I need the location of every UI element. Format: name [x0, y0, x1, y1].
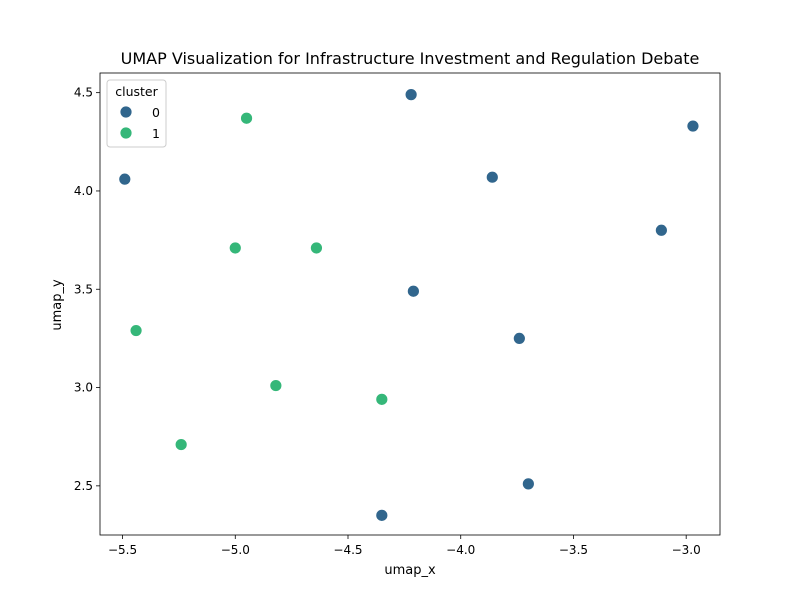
data-point-cluster-0: [512, 332, 526, 345]
legend-title: cluster: [115, 84, 158, 99]
data-point-cluster-1: [129, 324, 143, 337]
y-tick-label: 3.0: [74, 381, 93, 395]
legend-marker-cluster-1: [119, 126, 133, 140]
x-tick-label: −5.0: [221, 543, 250, 557]
data-point-cluster-0: [406, 284, 420, 298]
data-point-cluster-0: [375, 508, 389, 522]
x-tick-label: −3.0: [672, 543, 701, 557]
data-point-cluster-0: [521, 477, 535, 491]
y-tick-label: 4.0: [74, 184, 93, 198]
data-point-cluster-0: [118, 172, 132, 186]
data-point-cluster-0: [654, 223, 668, 237]
x-tick-label: −4.0: [446, 543, 475, 557]
data-point-cluster-1: [375, 392, 389, 406]
legend-entry-label: 1: [152, 126, 160, 141]
data-point-cluster-0: [404, 88, 418, 102]
y-tick-label: 4.5: [74, 86, 93, 100]
data-point-cluster-1: [174, 438, 188, 451]
data-point-cluster-1: [269, 379, 283, 392]
data-point-cluster-1: [310, 241, 323, 255]
legend-marker-cluster-0: [119, 105, 133, 119]
data-point-cluster-1: [240, 111, 253, 125]
legend-entry-label: 0: [152, 105, 160, 120]
x-tick-label: −4.5: [333, 543, 362, 557]
plot-frame: [99, 72, 721, 536]
x-axis-label: umap_x: [384, 563, 436, 578]
y-axis-label: umap_y: [50, 279, 65, 331]
plot-area: −5.5 −5.0 −4.5 −4.0 −3.5 −3.0 2.5 3.0 3.5 4.0 4.5 c…: [74, 72, 721, 557]
data-point-cluster-0: [686, 119, 700, 133]
x-tick-label: −3.5: [559, 543, 588, 557]
y-tick-label: 3.5: [74, 282, 93, 296]
chart-title: UMAP Visualization for Infrastructure In…: [121, 49, 700, 68]
x-tick-label: −5.5: [108, 543, 137, 557]
y-tick-label: 2.5: [74, 479, 93, 493]
data-point-cluster-0: [485, 170, 499, 184]
data-point-cluster-1: [228, 241, 242, 255]
